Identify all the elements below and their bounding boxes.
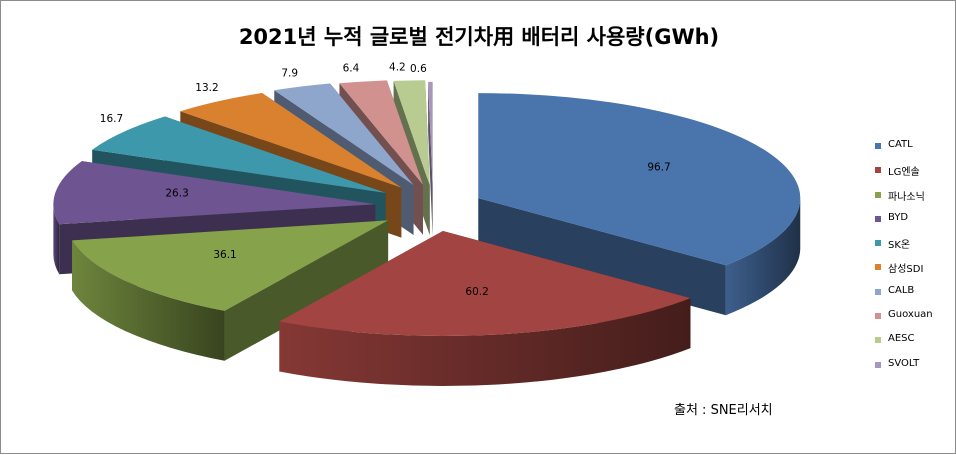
legend-label: AESC	[888, 333, 915, 345]
data-label: 0.6	[410, 63, 427, 75]
legend-swatch	[875, 264, 881, 271]
legend-swatch	[875, 313, 881, 320]
pie-slice	[92, 116, 386, 193]
legend-swatch	[875, 337, 881, 344]
data-label: 36.1	[213, 249, 236, 261]
pie-slice	[72, 220, 389, 311]
data-label: 4.2	[389, 61, 406, 73]
source-note: 출처 : SNE리서치	[674, 403, 773, 418]
legend-swatch	[875, 191, 881, 198]
pie-slice-side	[725, 198, 801, 316]
pie-slice-edge	[428, 81, 433, 237]
pie-slice-side	[279, 298, 691, 386]
legend-label: LG엔솔	[888, 167, 920, 179]
legend-label: BYD	[888, 211, 909, 223]
pie-slice-side	[72, 240, 225, 361]
chart-title: 2021년 누적 글로벌 전기차用 배터리 사용량(GWh)	[238, 25, 720, 49]
legend-swatch	[875, 215, 881, 222]
legend-swatch	[875, 240, 881, 247]
pie-slice-side	[53, 204, 60, 275]
pie-labels: 96.7 60.2 36.1 26.3 16.7 13.2 7.9 6.4 4.2 0.6	[100, 61, 671, 298]
data-label: 96.7	[647, 161, 670, 173]
pie-slice	[274, 83, 414, 185]
legend-label: Guoxuan	[888, 309, 933, 321]
legend-label: 파나소닉	[888, 191, 925, 203]
pie-slice	[339, 80, 423, 185]
data-label: 16.7	[100, 113, 123, 125]
data-label: 7.9	[281, 67, 298, 79]
data-label: 26.3	[165, 188, 188, 200]
data-label: 6.4	[343, 63, 360, 75]
legend-label: CATL	[888, 139, 913, 150]
pie-slice	[393, 80, 430, 186]
pie-slice	[428, 81, 433, 187]
data-label: 60.2	[465, 286, 488, 298]
data-label: 13.2	[195, 82, 218, 94]
legend-swatch	[875, 167, 881, 174]
pie-slice	[180, 92, 402, 188]
legend-label: 삼성SDI	[888, 264, 924, 276]
legend-swatch	[875, 361, 881, 368]
legend-swatch	[875, 143, 881, 149]
legend-label: SVOLT	[888, 357, 920, 369]
pie-slice	[478, 93, 801, 266]
pie-tops	[53, 80, 801, 337]
legend-label: CALB	[888, 284, 915, 296]
legend-label: SK온	[888, 240, 911, 252]
pie-slice-edge	[224, 220, 389, 361]
pie-slice	[279, 231, 691, 337]
legend-swatch	[875, 288, 881, 295]
pie-slice-edge	[478, 198, 726, 316]
pie-slice	[53, 161, 376, 225]
